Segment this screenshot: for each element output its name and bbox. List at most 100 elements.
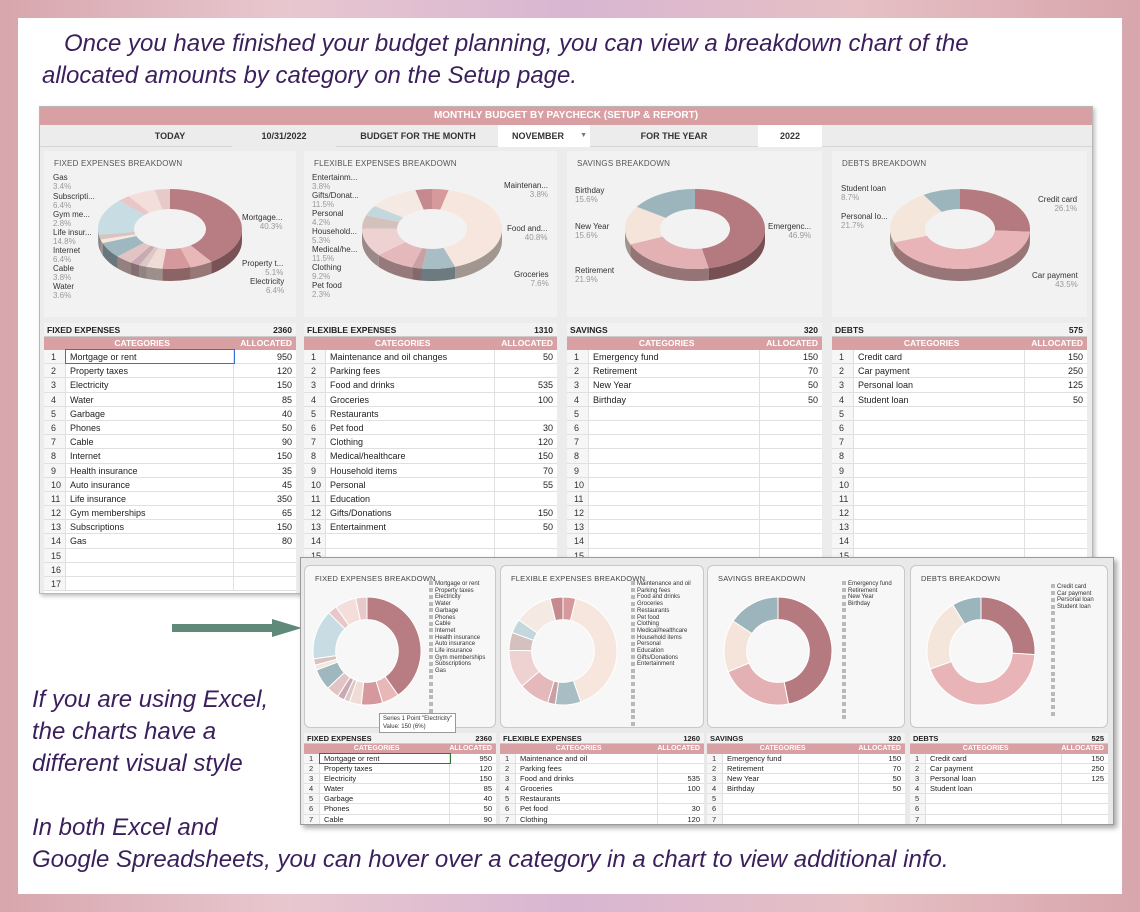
table-row[interactable]: 3 New Year 50 <box>567 378 822 393</box>
category-cell[interactable] <box>589 506 760 520</box>
category-cell[interactable]: Internet <box>66 449 234 463</box>
allocated-cell[interactable] <box>760 449 822 462</box>
legend-item[interactable]: Gifts/Donations <box>631 655 691 662</box>
allocated-cell[interactable]: 150 <box>276 380 292 391</box>
donut-slice[interactable] <box>366 206 404 223</box>
allocated-cell[interactable]: 535 <box>687 774 700 784</box>
allocated-cell[interactable]: 125 <box>1067 380 1083 391</box>
category-cell[interactable]: Clothing <box>516 814 658 824</box>
table-row[interactable]: 15 <box>44 548 296 563</box>
allocated-cell[interactable]: 65 <box>281 508 292 519</box>
legend-item[interactable]: Groceries <box>631 601 691 608</box>
donut-slice[interactable] <box>432 189 449 210</box>
category-cell[interactable] <box>589 477 760 491</box>
category-cell[interactable]: Retirement <box>723 764 859 774</box>
category-cell[interactable]: Restaurants <box>326 406 495 420</box>
donut-slice[interactable] <box>636 189 695 218</box>
donut-slice[interactable] <box>890 194 942 243</box>
allocated-cell[interactable] <box>760 464 822 477</box>
donut-slice[interactable] <box>777 596 833 705</box>
allocated-cell[interactable] <box>495 364 557 377</box>
allocated-cell[interactable]: 40 <box>281 408 292 419</box>
category-cell[interactable] <box>589 520 760 534</box>
category-cell[interactable]: Phones <box>66 420 234 435</box>
category-cell[interactable]: New Year <box>589 378 760 392</box>
category-cell[interactable] <box>589 406 760 420</box>
table-row[interactable]: 8 Internet 150 <box>44 449 296 464</box>
legend-item[interactable]: Parking fees <box>631 588 691 595</box>
category-cell[interactable]: Mortgage or rent <box>319 752 451 765</box>
allocated-cell[interactable]: 30 <box>542 422 553 433</box>
allocated-cell[interactable]: 150 <box>802 352 818 362</box>
flexible-expenses-chart[interactable]: FLEXIBLE EXPENSES BREAKDOWN Entertainm..… <box>304 151 557 317</box>
category-cell[interactable]: Groceries <box>326 392 495 406</box>
allocated-cell[interactable]: 70 <box>542 465 553 476</box>
category-cell[interactable] <box>854 463 1025 477</box>
allocated-cell[interactable]: 50 <box>542 352 553 362</box>
table-row[interactable]: 11 <box>832 491 1087 507</box>
allocated-cell[interactable] <box>495 492 557 505</box>
allocated-cell[interactable] <box>760 506 822 519</box>
table-row[interactable]: 9 Health insurance 35 <box>44 463 296 478</box>
allocated-cell[interactable] <box>1062 784 1108 793</box>
table-row[interactable]: 10 Personal 55 <box>304 477 557 492</box>
donut-slice[interactable] <box>180 245 212 268</box>
table-row[interactable]: 9 <box>567 463 822 478</box>
allocated-cell[interactable]: 90 <box>483 814 492 824</box>
category-cell[interactable]: Emergency fund <box>589 350 760 364</box>
table-row[interactable]: 1 Maintenance and oil <box>500 754 704 765</box>
allocated-cell[interactable]: 70 <box>892 764 901 774</box>
category-cell[interactable]: Health insurance <box>66 463 234 477</box>
category-cell[interactable]: Car payment <box>926 764 1062 774</box>
legend-item[interactable]: Maintenance and oil <box>631 581 691 588</box>
donut-slice[interactable] <box>362 215 400 229</box>
table-row[interactable]: 7 Clothing 120 <box>500 814 704 824</box>
table-row[interactable]: 10 Auto insurance 45 <box>44 477 296 492</box>
allocated-cell[interactable]: 90 <box>281 437 292 448</box>
donut-slice[interactable] <box>131 245 155 266</box>
donut-slice[interactable] <box>421 247 456 269</box>
donut-slice[interactable] <box>415 189 432 210</box>
allocated-cell[interactable] <box>859 794 905 803</box>
allocated-cell[interactable]: 150 <box>1067 352 1083 362</box>
legend-item[interactable]: Mortgage or rent <box>429 581 485 588</box>
table-row[interactable]: 13 Entertainment 50 <box>304 520 557 535</box>
table-row[interactable]: 5 <box>832 406 1087 421</box>
category-cell[interactable] <box>926 794 1062 804</box>
donut-slice[interactable] <box>366 596 422 696</box>
table-row[interactable]: 7 <box>910 814 1108 824</box>
donut-slice[interactable] <box>119 196 150 215</box>
category-cell[interactable]: Parking fees <box>326 364 495 378</box>
table-row[interactable]: 9 Household items 70 <box>304 463 557 478</box>
allocated-cell[interactable]: 125 <box>1091 774 1104 784</box>
table-row[interactable]: 12 <box>832 506 1087 521</box>
allocated-cell[interactable] <box>859 815 905 824</box>
allocated-cell[interactable] <box>658 794 704 803</box>
category-cell[interactable] <box>723 814 859 824</box>
table-row[interactable]: 2 Parking fees <box>304 364 557 379</box>
donut-slice[interactable] <box>929 652 1036 706</box>
legend-item[interactable]: Life insurance <box>429 648 485 655</box>
allocated-cell[interactable]: 950 <box>276 352 292 362</box>
legend-item[interactable]: Phones <box>429 615 485 622</box>
allocated-cell[interactable]: 50 <box>807 380 818 391</box>
table-row[interactable]: 3 Food and drinks 535 <box>500 774 704 785</box>
table-row[interactable]: 7 Cable 90 <box>44 435 296 450</box>
table-row[interactable]: 7 <box>832 435 1087 450</box>
category-cell[interactable]: Restaurants <box>516 794 658 804</box>
donut-slice[interactable] <box>732 596 779 635</box>
savings-chart[interactable]: SAVINGS BREAKDOWN Birthday 15.6% New Year… <box>567 151 822 317</box>
donut-slice[interactable] <box>412 248 427 269</box>
allocated-cell[interactable] <box>1062 815 1108 824</box>
allocated-cell[interactable] <box>1025 421 1087 434</box>
table-row[interactable]: 3 Food and drinks 535 <box>304 378 557 393</box>
allocated-cell[interactable] <box>234 563 296 576</box>
table-row[interactable]: 2 Parking fees <box>500 764 704 775</box>
table-row[interactable]: 4 Birthday 50 <box>707 784 905 795</box>
category-cell[interactable] <box>589 435 760 449</box>
category-cell[interactable] <box>854 534 1025 548</box>
allocated-cell[interactable]: 50 <box>281 422 292 433</box>
donut-slice[interactable] <box>569 597 618 703</box>
category-cell[interactable]: Personal <box>326 477 495 491</box>
donut-slice[interactable] <box>440 190 502 267</box>
